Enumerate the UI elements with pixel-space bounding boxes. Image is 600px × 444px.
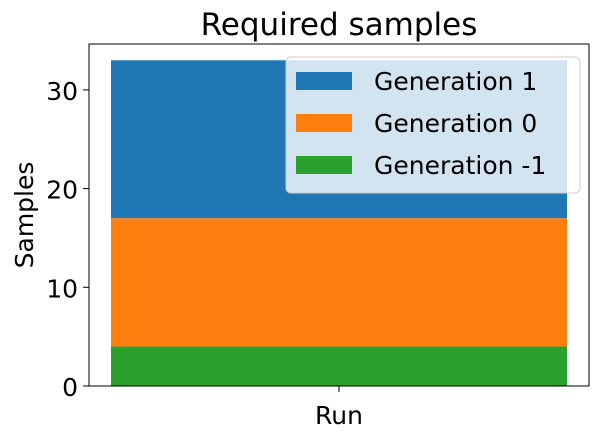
y-tick-label: 10 — [46, 274, 78, 303]
y-tick-label: 30 — [46, 77, 78, 106]
y-tick-label: 0 — [62, 373, 78, 402]
legend-swatch-generation-1 — [296, 72, 352, 90]
bar-generation-0 — [111, 218, 567, 347]
legend-frame — [285, 56, 581, 194]
legend-label-generation-1: Generation -1 — [374, 151, 546, 180]
x-axis: Run — [315, 386, 363, 430]
y-axis-label: Samples — [10, 162, 39, 269]
x-tick-label: Run — [315, 401, 363, 430]
bar-generation-1 — [111, 346, 567, 386]
legend: Generation 1 Generation 0 Generation -1 — [285, 56, 581, 194]
chart-title: Required samples — [201, 7, 478, 43]
legend-swatch-generation-1 — [296, 156, 352, 174]
y-axis: 0 10 20 30 — [46, 77, 89, 402]
legend-swatch-generation-0 — [296, 114, 352, 132]
y-tick-label: 20 — [46, 176, 78, 205]
legend-label-generation-1: Generation 1 — [374, 67, 537, 96]
legend-label-generation-0: Generation 0 — [374, 109, 537, 138]
